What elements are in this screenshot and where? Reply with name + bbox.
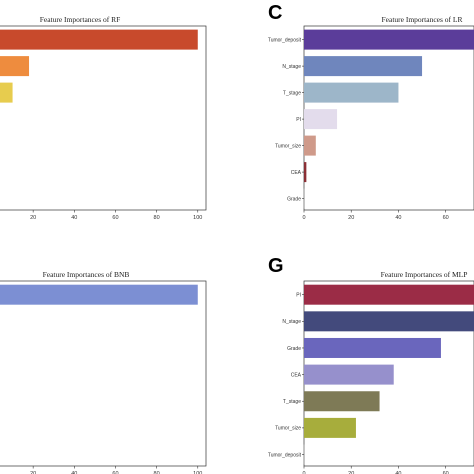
chart-2-bar-6: [304, 162, 307, 183]
chart-2-bar-4: [304, 109, 338, 130]
chart-2-bar-3: [304, 82, 399, 103]
chart-1-xtick-label-1: 20: [30, 215, 36, 221]
chart-2-bar-5: [304, 135, 316, 156]
chart-3-xtick-label-4: 80: [154, 471, 160, 474]
chart-1-bar-2: [0, 56, 30, 77]
chart-4-category-label-1: PI: [296, 292, 301, 298]
chart-4-bar-4: [304, 364, 394, 385]
chart-4-category-label-5: T_stage: [283, 399, 301, 405]
chart-1-xtick-label-5: 100: [193, 215, 202, 221]
chart-1-xtick-label-4: 80: [154, 215, 160, 221]
chart-4-panel-letter: G: [268, 255, 284, 277]
chart-3-title: Feature Importances of BNB: [43, 270, 130, 279]
chart-4-category-label-6: Tumor_size: [275, 426, 301, 432]
chart-4-bar-6: [304, 417, 356, 438]
chart-2-category-label-5: Tumor_size: [275, 143, 301, 149]
chart-2-category-label-7: Grade: [287, 196, 301, 202]
chart-2-xtick-label-1: 0: [302, 215, 305, 221]
chart-4-category-label-7: Tumor_deposit: [268, 452, 302, 458]
chart-4-category-label-4: CEA: [291, 372, 302, 378]
chart-2-category-label-3: T_stage: [283, 90, 301, 96]
chart-4-xtick-label-3: 40: [395, 471, 401, 474]
chart-1-bar-1: [0, 29, 198, 50]
chart-2-category-label-4: PI: [296, 117, 301, 123]
chart-3-plot-frame: [0, 280, 207, 467]
chart-1-plot-frame: [0, 25, 207, 211]
chart-1-xtick-label-2: 40: [71, 215, 77, 221]
chart-2-title: Feature Importances of LR: [381, 15, 462, 24]
chart-3-xtick-label-1: 20: [30, 471, 36, 474]
chart-2-panel-letter: C: [268, 2, 282, 24]
chart-4-xtick-label-4: 60: [443, 471, 449, 474]
chart-2-category-label-2: N_stage: [282, 64, 301, 70]
chart-3-bar-1: [0, 284, 198, 305]
chart-2-category-label-1: Tumor_deposit: [268, 37, 302, 43]
chart-3-xtick-label-2: 40: [71, 471, 77, 474]
chart-2-category-label-6: CEA: [291, 170, 302, 176]
chart-2-bar-2: [304, 56, 423, 77]
chart-2-xtick-label-3: 40: [395, 215, 401, 221]
chart-4-xtick-label-2: 20: [348, 471, 354, 474]
chart-4-bar-3: [304, 337, 441, 358]
chart-4-bar-5: [304, 391, 380, 412]
chart-4-category-label-2: N_stage: [282, 319, 301, 325]
chart-2-bar-1: [304, 29, 474, 50]
chart-1-xtick-label-3: 60: [112, 215, 118, 221]
chart-4-category-label-3: Grade: [287, 346, 301, 352]
chart-4-xtick-label-1: 0: [302, 471, 305, 474]
chart-4-bar-2: [304, 311, 474, 332]
chart-3-xtick-label-3: 60: [112, 471, 118, 474]
chart-4-bar-1: [304, 284, 474, 305]
chart-4-title: Feature Importances of MLP: [381, 270, 468, 279]
chart-3-xtick-label-5: 100: [193, 471, 202, 474]
chart-1-title: Feature Importances of RF: [40, 15, 121, 24]
chart-2-xtick-label-2: 20: [348, 215, 354, 221]
chart-1-bar-3: [0, 82, 13, 103]
chart-2-xtick-label-4: 60: [443, 215, 449, 221]
